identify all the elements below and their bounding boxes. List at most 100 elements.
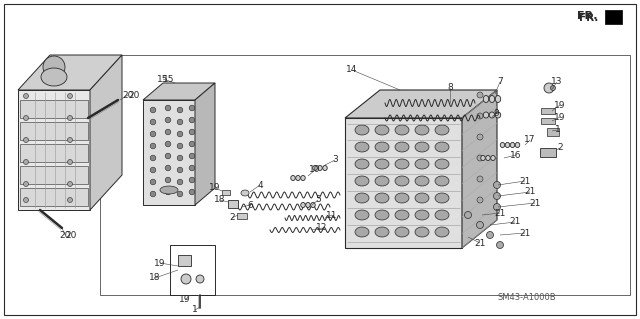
Ellipse shape — [395, 227, 409, 237]
Polygon shape — [18, 55, 122, 90]
Polygon shape — [345, 118, 462, 248]
Text: 18: 18 — [214, 196, 226, 204]
Text: 19: 19 — [554, 113, 566, 122]
Ellipse shape — [301, 203, 305, 207]
Circle shape — [497, 241, 504, 249]
Ellipse shape — [375, 159, 389, 169]
Circle shape — [189, 141, 195, 147]
Circle shape — [189, 105, 195, 111]
Text: 18: 18 — [149, 273, 161, 283]
Polygon shape — [345, 90, 497, 118]
Circle shape — [493, 204, 500, 211]
Text: 12: 12 — [316, 224, 328, 233]
Ellipse shape — [481, 155, 485, 160]
Ellipse shape — [415, 176, 429, 186]
Circle shape — [177, 179, 183, 185]
Circle shape — [24, 93, 29, 99]
Ellipse shape — [375, 142, 389, 152]
Circle shape — [544, 83, 554, 93]
Text: 9: 9 — [493, 108, 499, 117]
Circle shape — [67, 115, 72, 121]
Circle shape — [67, 197, 72, 203]
Ellipse shape — [500, 143, 505, 147]
Text: 20: 20 — [65, 231, 76, 240]
Text: 13: 13 — [551, 78, 563, 86]
Bar — [228, 200, 238, 208]
Ellipse shape — [505, 143, 509, 147]
Ellipse shape — [395, 176, 409, 186]
Polygon shape — [90, 55, 122, 210]
Circle shape — [189, 189, 195, 195]
Text: 21: 21 — [494, 209, 506, 218]
Text: 15: 15 — [163, 75, 175, 84]
Ellipse shape — [355, 142, 369, 152]
Ellipse shape — [301, 175, 305, 181]
Ellipse shape — [435, 125, 449, 135]
Bar — [20, 144, 88, 162]
Ellipse shape — [375, 193, 389, 203]
Text: 16: 16 — [510, 151, 522, 160]
Circle shape — [189, 129, 195, 135]
Circle shape — [165, 189, 171, 195]
Circle shape — [486, 232, 493, 239]
Circle shape — [493, 182, 500, 189]
Circle shape — [43, 56, 65, 78]
Circle shape — [477, 113, 483, 119]
Circle shape — [165, 117, 171, 123]
Text: 14: 14 — [346, 65, 358, 75]
Circle shape — [477, 92, 483, 98]
Circle shape — [165, 129, 171, 135]
Text: 20: 20 — [122, 91, 134, 100]
Ellipse shape — [435, 210, 449, 220]
Ellipse shape — [415, 142, 429, 152]
Text: 5: 5 — [315, 196, 321, 204]
Ellipse shape — [415, 125, 429, 135]
Ellipse shape — [241, 190, 249, 196]
Circle shape — [477, 134, 483, 140]
Ellipse shape — [311, 203, 316, 207]
Text: 11: 11 — [326, 211, 338, 219]
Circle shape — [177, 143, 183, 149]
Polygon shape — [143, 83, 215, 100]
Ellipse shape — [296, 175, 300, 181]
Circle shape — [177, 155, 183, 161]
Circle shape — [477, 155, 483, 161]
Ellipse shape — [317, 166, 323, 170]
Polygon shape — [18, 90, 90, 210]
Text: 21: 21 — [529, 198, 541, 207]
Text: 21: 21 — [519, 176, 531, 186]
Bar — [540, 148, 556, 157]
Ellipse shape — [41, 68, 67, 86]
Polygon shape — [195, 83, 215, 205]
Ellipse shape — [395, 159, 409, 169]
Bar — [20, 188, 88, 206]
Circle shape — [177, 167, 183, 173]
Ellipse shape — [355, 227, 369, 237]
Ellipse shape — [483, 95, 489, 102]
Bar — [20, 166, 88, 184]
Circle shape — [150, 155, 156, 161]
Ellipse shape — [375, 227, 389, 237]
Circle shape — [181, 274, 191, 284]
Ellipse shape — [395, 142, 409, 152]
Circle shape — [150, 119, 156, 125]
Circle shape — [24, 182, 29, 187]
Ellipse shape — [355, 193, 369, 203]
Circle shape — [67, 137, 72, 143]
Ellipse shape — [395, 193, 409, 203]
Bar — [222, 190, 230, 195]
Polygon shape — [605, 10, 622, 24]
Circle shape — [24, 115, 29, 121]
Ellipse shape — [490, 112, 495, 118]
Circle shape — [24, 160, 29, 165]
Circle shape — [24, 197, 29, 203]
Text: 1: 1 — [192, 306, 198, 315]
Ellipse shape — [495, 95, 500, 102]
Ellipse shape — [483, 112, 489, 118]
Text: 6: 6 — [247, 201, 253, 210]
Ellipse shape — [435, 159, 449, 169]
Text: 20: 20 — [60, 231, 70, 240]
Circle shape — [165, 177, 171, 183]
Circle shape — [477, 197, 483, 203]
Text: 20: 20 — [128, 91, 140, 100]
